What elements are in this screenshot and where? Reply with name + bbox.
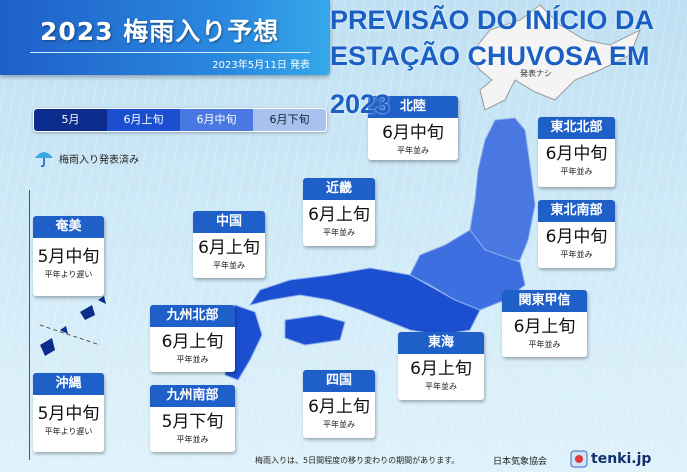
title-banner: 2023 梅雨入り予想 2023年5月11日 発表 <box>0 0 330 75</box>
region-period: 6月中旬 <box>545 227 608 247</box>
region-note: 平年より遅い <box>44 270 93 279</box>
region-name: 九州南部 <box>150 385 235 407</box>
title-divider <box>30 52 310 53</box>
region-note: 平年並み <box>560 167 593 176</box>
publish-date: 2023年5月11日 発表 <box>212 60 310 71</box>
island-divider <box>39 324 101 346</box>
legend-item-may: 5月 <box>34 109 107 131</box>
legend-item-late-june: 6月下旬 <box>253 109 326 131</box>
region-period: 6月上旬 <box>198 238 260 258</box>
region-card-kanto-koshin: 関東甲信 6月上旬平年並み <box>502 290 587 357</box>
region-note: 平年並み <box>425 382 457 391</box>
shikoku-shape <box>284 314 346 346</box>
region-card-chugoku: 中国 6月上旬平年並み <box>193 211 265 278</box>
legend-item-early-june: 6月上旬 <box>107 109 180 131</box>
color-legend: 5月 6月上旬 6月中旬 6月下旬 <box>33 108 327 132</box>
region-name: 沖縄 <box>33 373 104 395</box>
region-period: 6月上旬 <box>161 332 224 352</box>
region-note: 平年並み <box>323 228 355 237</box>
hokkaido-note: 発表ナシ <box>520 69 552 78</box>
region-period: 6月中旬 <box>545 144 608 164</box>
overlay-line-1: PREVISÃO DO INÍCIO DA <box>330 5 655 35</box>
tenki-logo-text: tenki.jp <box>591 451 652 467</box>
tenki-logo-icon <box>570 450 588 468</box>
region-card-kyushu-north: 九州北部 6月上旬平年並み <box>150 305 235 372</box>
region-name: 東北北部 <box>538 117 615 139</box>
umbrella-icon <box>35 152 53 167</box>
announced-legend: 梅雨入り発表済み <box>33 148 139 168</box>
region-name: 四国 <box>303 370 375 392</box>
legend-item-mid-june: 6月中旬 <box>180 109 253 131</box>
region-period: 5月下旬 <box>161 412 224 432</box>
region-name: 関東甲信 <box>502 290 587 312</box>
region-card-hokuriku: 北陸 6月中旬平年並み <box>368 96 458 160</box>
overlay-line-2: ESTAÇÃO CHUVOSA EM <box>330 41 650 71</box>
region-name: 九州北部 <box>150 305 235 327</box>
region-note: 平年並み <box>528 340 561 349</box>
region-period: 6月上旬 <box>513 317 576 337</box>
region-name: 奄美 <box>33 216 104 238</box>
region-card-kyushu-south: 九州南部 5月下旬平年並み <box>150 385 235 452</box>
region-card-tokai: 東海 6月上旬平年並み <box>398 332 484 400</box>
amami-okinawa-islands <box>40 296 106 356</box>
region-card-kinki: 近畿 6月上旬平年並み <box>303 178 375 246</box>
footer-note: 梅雨入りは、5日間程度の移り変わりの期間があります。 <box>255 456 460 465</box>
region-name: 近畿 <box>303 178 375 200</box>
region-name: 東海 <box>398 332 484 354</box>
region-note: 平年並み <box>213 261 245 270</box>
region-period: 6月中旬 <box>382 123 444 143</box>
region-note: 平年より遅い <box>44 427 93 436</box>
region-note: 平年並み <box>397 146 429 155</box>
overlay-line-3: 2023 <box>330 89 391 119</box>
page-title: 2023 梅雨入り予想 <box>40 17 280 46</box>
region-period: 5月中旬 <box>37 247 100 267</box>
region-card-tohoku-south: 東北南部 6月中旬平年並み <box>538 200 615 268</box>
region-card-tohoku-north: 東北北部 6月中旬平年並み <box>538 117 615 187</box>
region-note: 平年並み <box>560 250 593 259</box>
region-period: 6月上旬 <box>308 397 370 417</box>
region-period: 5月中旬 <box>37 404 100 424</box>
tenki-logo: tenki.jp <box>570 450 651 468</box>
tohoku-shape <box>469 117 536 263</box>
region-period: 6月上旬 <box>308 205 370 225</box>
central-shape <box>248 267 481 336</box>
region-name: 中国 <box>193 211 265 233</box>
announced-label: 梅雨入り発表済み <box>59 154 139 166</box>
region-note: 平年並み <box>176 435 209 444</box>
region-card-okinawa: 沖縄 5月中旬平年より遅い <box>33 373 104 452</box>
region-period: 6月上旬 <box>410 359 472 379</box>
region-name: 東北南部 <box>538 200 615 222</box>
region-note: 平年並み <box>323 420 355 429</box>
jwa-credit: 日本気象協会 <box>493 457 548 467</box>
region-card-shikoku: 四国 6月上旬平年並み <box>303 370 375 438</box>
okinawa-divider <box>29 190 30 460</box>
region-name: 北陸 <box>368 96 458 118</box>
region-note: 平年並み <box>176 355 209 364</box>
hokkaido-shape <box>469 4 641 111</box>
region-card-amami: 奄美 5月中旬平年より遅い <box>33 216 104 296</box>
